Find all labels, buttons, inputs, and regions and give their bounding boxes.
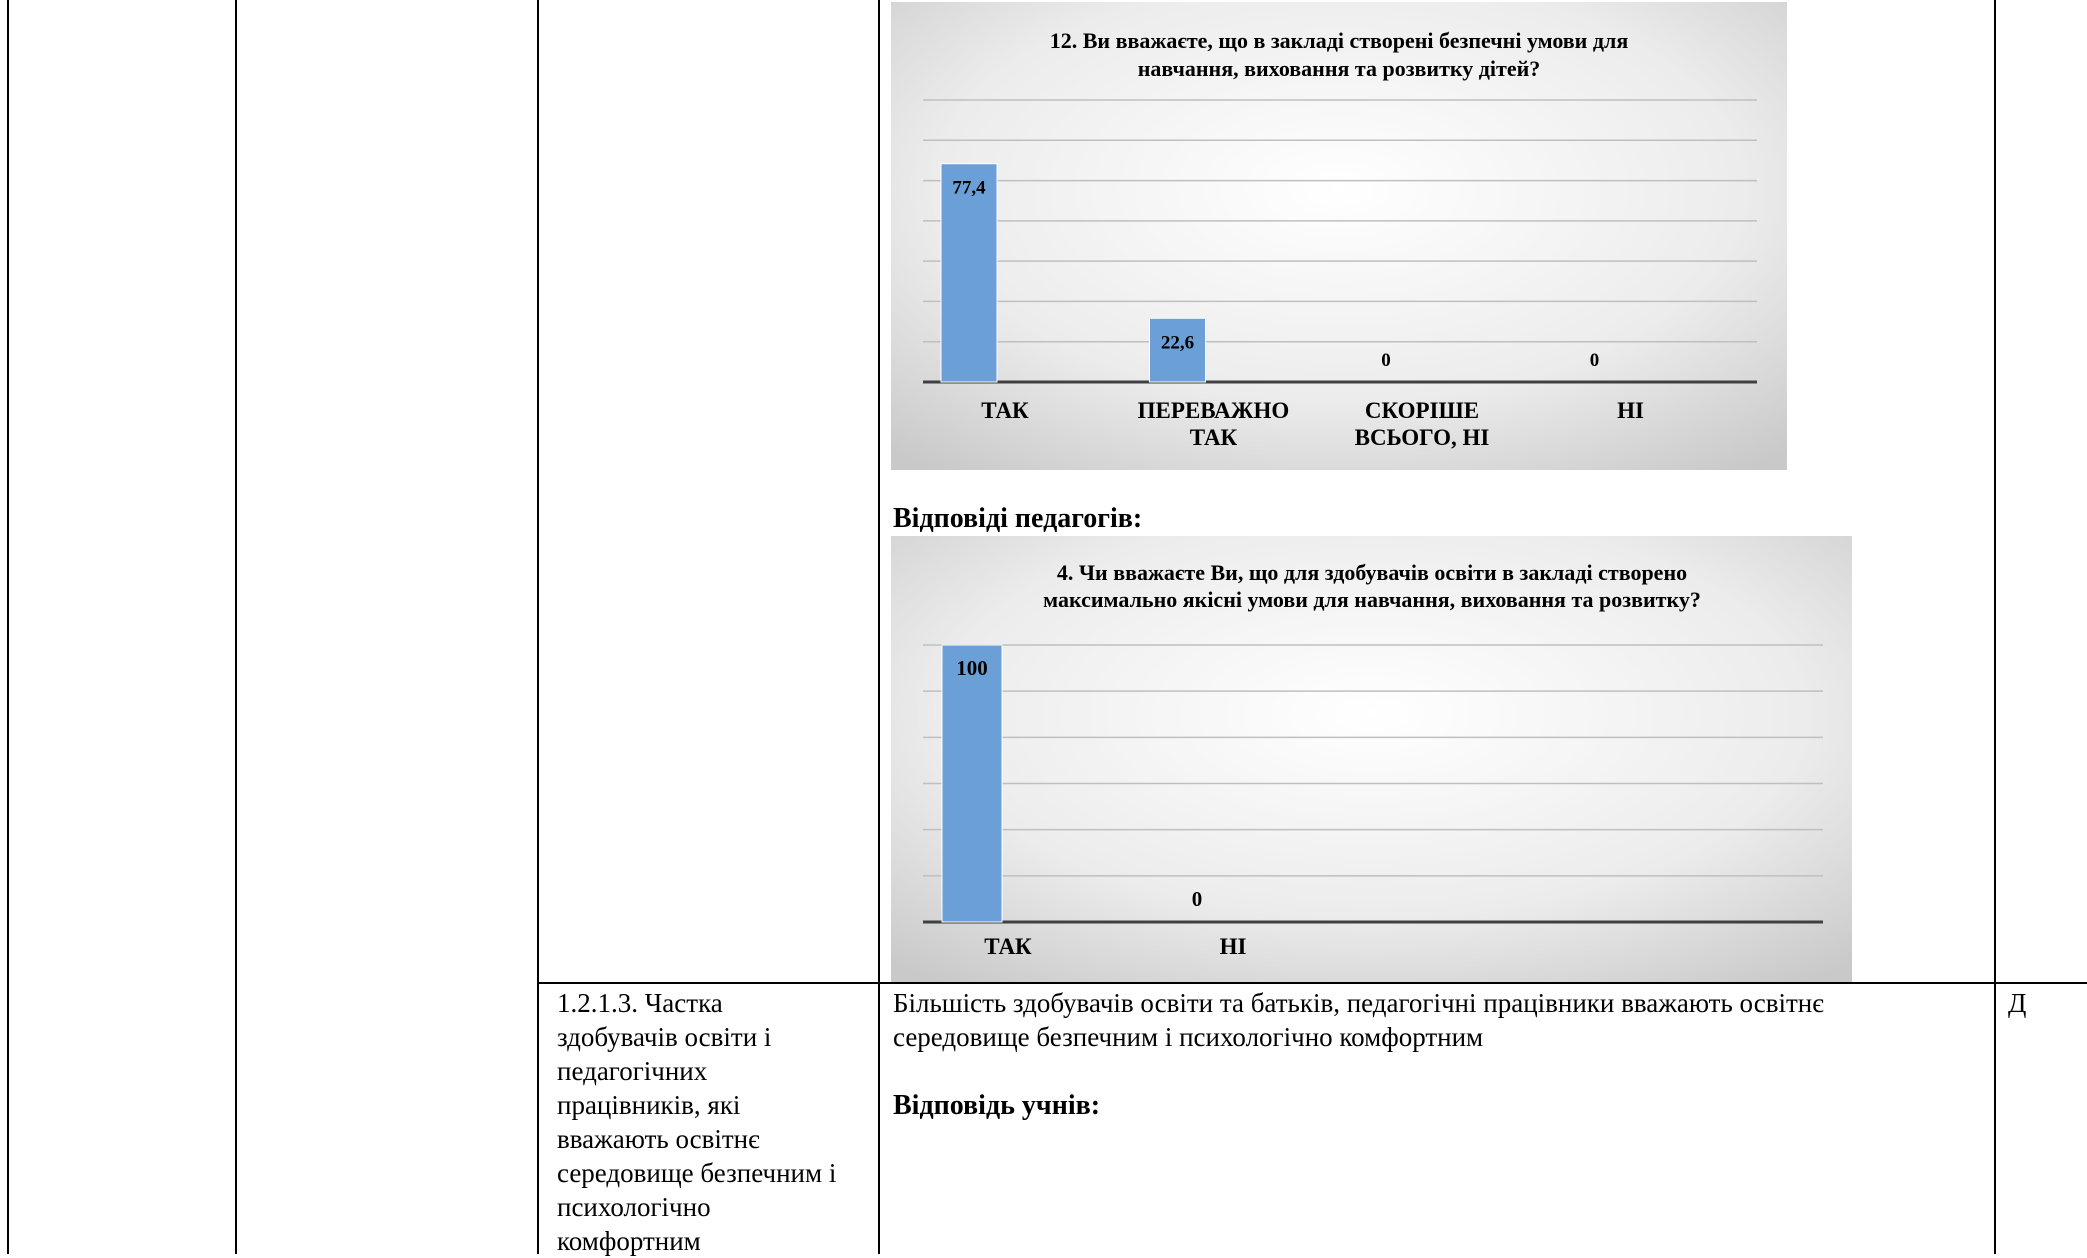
bar-0 xyxy=(940,163,998,383)
bar-0 xyxy=(941,644,1003,923)
data-label-2: 0 xyxy=(1381,350,1391,371)
table-column-divider-2 xyxy=(537,0,539,1254)
chart2-svg: 4. Чи вважаєте Ви, що для здобувачів осв… xyxy=(891,536,1852,982)
category-label-1: ТАК xyxy=(1190,425,1238,450)
chart2-title-line1: 4. Чи вважаєте Ви, що для здобувачів осв… xyxy=(1057,560,1687,585)
table-row-divider xyxy=(537,982,2087,984)
indicator-line: психологічно xyxy=(557,1192,711,1222)
category-label-2: ВСЬОГО, НІ xyxy=(1355,425,1490,450)
category-label-1: ПЕРЕВАЖНО xyxy=(1138,398,1290,423)
indicator-line: педагогічних xyxy=(557,1056,708,1086)
bar-1 xyxy=(1149,317,1206,383)
table-column-divider-4 xyxy=(1994,0,1996,1254)
description-cell: Більшість здобувачів освіти та батьків, … xyxy=(893,986,1988,1054)
indicator-line: вважають освітнє xyxy=(557,1124,760,1154)
table-column-divider-1 xyxy=(235,0,237,1254)
data-label-0: 77,4 xyxy=(952,178,986,199)
category-label-0: ТАК xyxy=(984,934,1032,959)
indicator-line: комфортним xyxy=(557,1226,701,1256)
category-label-0: ТАК xyxy=(981,398,1029,423)
chart1-background xyxy=(891,2,1787,470)
data-label-1: 0 xyxy=(1192,887,1203,911)
chart1-title-line2: навчання, виховання та розвитку дітей? xyxy=(1138,56,1541,81)
description-line2: середовище безпечним і психологічно комф… xyxy=(893,1022,1484,1052)
category-label-1: НІ xyxy=(1220,934,1247,959)
chart1-svg: 12. Ви вважаєте, що в закладі створені б… xyxy=(891,2,1787,470)
description-line1: Більшість здобувачів освіти та батьків, … xyxy=(893,988,1824,1018)
indicator-line: працівників, які xyxy=(557,1090,741,1120)
category-label-3: НІ xyxy=(1617,398,1644,423)
level-cell: Д xyxy=(2008,988,2027,1018)
chart-quality-conditions-teachers: 4. Чи вважаєте Ви, що для здобувачів осв… xyxy=(891,536,1852,982)
chart1-title-line1: 12. Ви вважаєте, що в закладі створені б… xyxy=(1050,28,1629,53)
table-border-left xyxy=(7,0,9,1254)
indicator-line: здобувачів освіти і xyxy=(557,1022,772,1052)
indicator-line: середовище безпечним і xyxy=(557,1158,837,1188)
teachers-answers-heading: Відповіді педагогів: xyxy=(893,503,1143,534)
data-label-3: 0 xyxy=(1590,350,1600,371)
table-column-divider-3 xyxy=(878,0,880,1254)
data-label-1: 22,6 xyxy=(1161,332,1194,353)
chart-safe-conditions-students: 12. Ви вважаєте, що в закладі створені б… xyxy=(891,2,1787,470)
data-label-0: 100 xyxy=(956,656,988,680)
chart2-background xyxy=(891,536,1852,982)
indicator-line: 1.2.1.3. Частка xyxy=(557,988,723,1018)
chart2-title-line2: максимально якісні умови для навчання, в… xyxy=(1043,587,1701,612)
indicator-cell: 1.2.1.3. Частка здобувачів освіти і педа… xyxy=(557,986,877,1258)
category-label-2: СКОРІШЕ xyxy=(1365,398,1479,423)
students-answer-heading: Відповідь учнів: xyxy=(893,1090,1101,1121)
